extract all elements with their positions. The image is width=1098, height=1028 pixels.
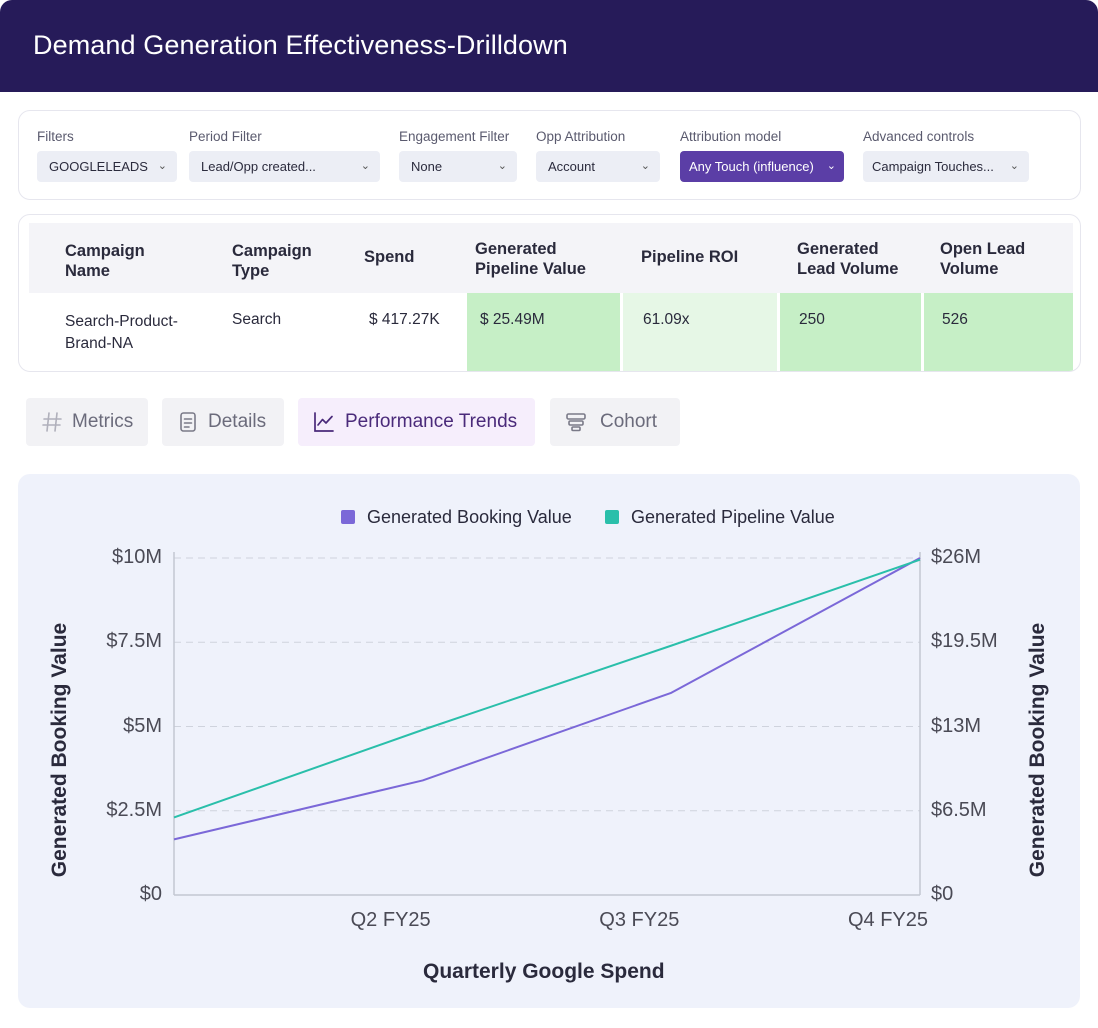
filters-dropdown[interactable]: GOOGLELEADS ⌄ — [37, 151, 177, 182]
chevron-down-icon: ⌄ — [1009, 160, 1019, 172]
y-axis-title-right: Generated Booking Value — [1026, 622, 1049, 878]
tab-details[interactable]: Details — [162, 398, 284, 446]
filter-value: Lead/Opp created... — [201, 159, 316, 174]
tab-metrics[interactable]: Metrics — [26, 398, 148, 446]
column-header-spend[interactable]: Spend — [364, 248, 415, 266]
y-tick-left: $5M — [123, 714, 162, 737]
x-tick: Q4 FY25 — [847, 909, 929, 931]
filter-label: Engagement Filter — [399, 129, 510, 144]
filters-bar: Filters GOOGLELEADS ⌄ Period Filter Lead… — [18, 110, 1081, 200]
heat-cell-leads — [780, 293, 921, 371]
campaign-table: Campaign Name Campaign Type Spend Generate… — [18, 214, 1081, 372]
y-tick-left: $2.5M — [106, 798, 162, 821]
x-tick: Q2 FY25 — [350, 909, 431, 931]
hash-icon — [42, 412, 62, 432]
filter-label: Opp Attribution — [536, 129, 626, 144]
tab-label: Details — [208, 411, 267, 432]
filter-filters: Filters GOOGLELEADS ⌄ — [37, 129, 177, 182]
attribution-model-dropdown[interactable]: Any Touch (influence) ⌄ — [680, 151, 844, 182]
tab-performance-trends[interactable]: Performance Trends — [298, 398, 535, 446]
filter-value: None — [411, 159, 443, 174]
column-header-campaign-name[interactable]: Campaign Name — [65, 242, 145, 280]
tab-cohort[interactable]: Cohort — [550, 398, 680, 446]
line-chart-icon — [314, 412, 334, 432]
cell-campaign-name[interactable]: Search-Product- Brand-NA — [65, 313, 178, 352]
y-tick-left: $0 — [139, 883, 162, 905]
cell-spend: $ 417.27K — [369, 311, 440, 328]
column-header-open-lead-volume[interactable]: Open Lead Volume — [940, 240, 1026, 278]
legend-label: Generated Booking Value — [367, 507, 572, 527]
tab-label: Cohort — [600, 411, 658, 432]
filter-label: Period Filter — [189, 129, 262, 144]
filter-opp-attribution: Opp Attribution Account ⌄ — [536, 129, 660, 182]
x-tick: Q3 FY25 — [599, 909, 680, 931]
filter-value: Campaign Touches... — [872, 159, 994, 174]
column-header-pipeline-value[interactable]: Generated Pipeline Value — [475, 240, 586, 278]
tab-label: Performance Trends — [345, 411, 518, 432]
column-header-campaign-type[interactable]: Campaign Type — [232, 242, 312, 280]
column-header-pipeline-roi[interactable]: Pipeline ROI — [641, 248, 739, 266]
y-tick-right: $19.5M — [931, 630, 998, 653]
filter-attribution-model: Attribution model Any Touch (influence) … — [680, 129, 844, 182]
filter-engagement: Engagement Filter None ⌄ — [399, 129, 517, 182]
x-axis-title: Quarterly Google Spend — [423, 960, 665, 983]
y-tick-right: $6.5M — [931, 798, 987, 821]
funnel-icon — [566, 413, 586, 432]
filter-value: Account — [548, 159, 595, 174]
legend-swatch — [341, 510, 355, 524]
page-header: Demand Generation Effectiveness-Drilldow… — [0, 0, 1098, 92]
column-header-lead-volume[interactable]: Generated Lead Volume — [797, 240, 899, 278]
chevron-down-icon: ⌄ — [826, 160, 836, 172]
cell-lead-volume: 250 — [799, 311, 825, 328]
heat-cell-open — [924, 293, 1073, 371]
heat-cell-roi — [623, 293, 777, 371]
advanced-controls-dropdown[interactable]: Campaign Touches... ⌄ — [863, 151, 1029, 182]
legend-item-pipeline[interactable]: Generated Pipeline Value — [605, 507, 835, 528]
filter-advanced-controls: Advanced controls Campaign Touches... ⌄ — [863, 129, 1029, 182]
engagement-filter-dropdown[interactable]: None ⌄ — [399, 151, 517, 182]
tab-label: Metrics — [72, 411, 134, 432]
y-tick-right: $13M — [931, 714, 982, 737]
legend-swatch — [605, 510, 619, 524]
filter-label: Filters — [37, 129, 74, 144]
heat-cell-pipeline — [467, 293, 620, 371]
y-tick-left: $10M — [111, 546, 162, 568]
chevron-down-icon: ⌄ — [360, 160, 370, 172]
y-tick-right: $26M — [931, 546, 982, 568]
chevron-down-icon: ⌄ — [497, 160, 507, 172]
filter-label: Attribution model — [680, 129, 782, 144]
page-title: Demand Generation Effectiveness-Drilldow… — [33, 30, 568, 60]
y-axis-title-left: Generated Booking Value — [48, 622, 71, 878]
cell-open-lead-volume: 526 — [942, 311, 968, 328]
cell-campaign-type: Search — [232, 311, 282, 328]
chevron-down-icon: ⌄ — [640, 160, 650, 172]
period-filter-dropdown[interactable]: Lead/Opp created... ⌄ — [189, 151, 380, 182]
filter-label: Advanced controls — [863, 129, 975, 144]
y-tick-right: $0 — [931, 883, 954, 905]
legend-label: Generated Pipeline Value — [631, 507, 835, 527]
filter-value: GOOGLELEADS — [49, 159, 148, 174]
filter-value: Any Touch (influence) — [689, 159, 814, 174]
table-header — [29, 223, 1073, 293]
y-tick-left: $7.5M — [106, 630, 162, 653]
cell-pipeline-value: $ 25.49M — [480, 311, 545, 328]
legend-item-booking[interactable]: Generated Booking Value — [341, 507, 572, 528]
opp-attribution-dropdown[interactable]: Account ⌄ — [536, 151, 660, 182]
filter-period: Period Filter Lead/Opp created... ⌄ — [189, 129, 380, 182]
chevron-down-icon: ⌄ — [157, 160, 167, 172]
cell-pipeline-roi: 61.09x — [643, 311, 690, 328]
document-icon — [180, 412, 196, 432]
